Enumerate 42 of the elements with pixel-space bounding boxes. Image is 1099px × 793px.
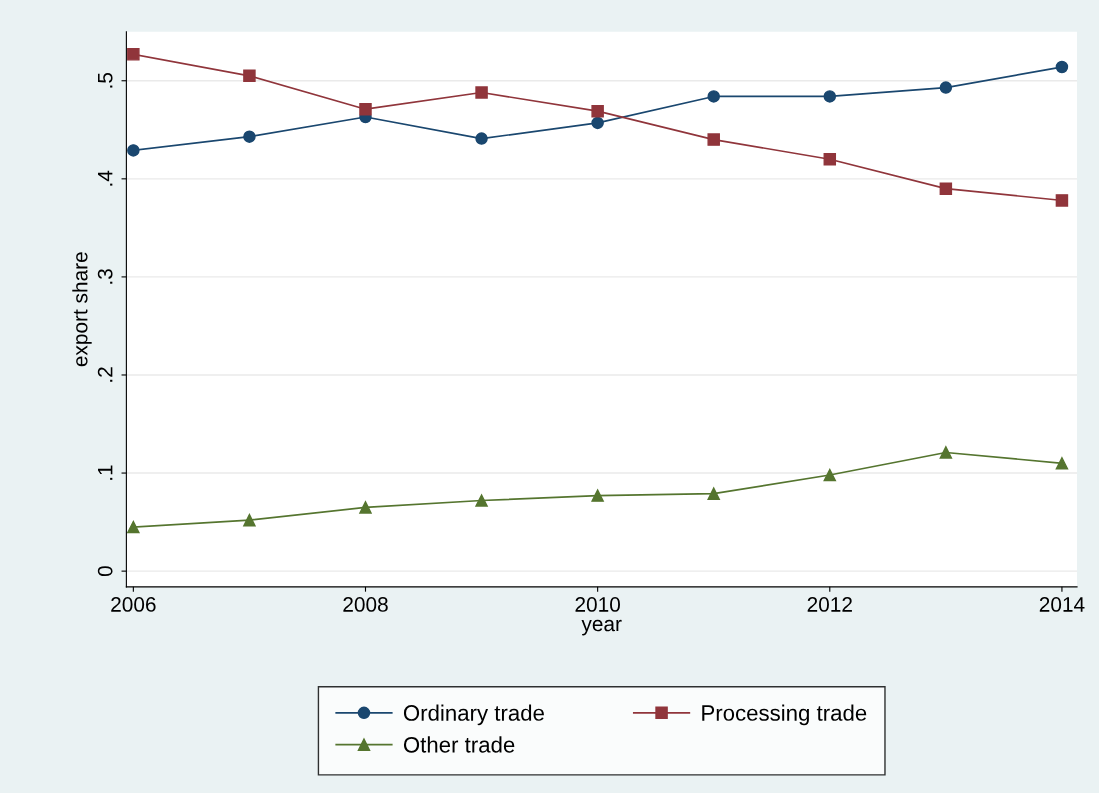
point xyxy=(475,86,488,99)
x-tick-label: 2006 xyxy=(111,597,156,612)
point xyxy=(1055,194,1069,207)
legend-label: Other trade xyxy=(403,736,515,753)
point xyxy=(243,130,256,143)
legend-label: Processing trade xyxy=(702,704,867,726)
y-tick-label: .4 xyxy=(98,170,113,186)
y-tick-label: .2 xyxy=(97,367,113,382)
point xyxy=(591,116,604,130)
point xyxy=(591,104,604,118)
point xyxy=(823,90,837,103)
point xyxy=(939,446,953,459)
point xyxy=(475,132,488,145)
point xyxy=(707,487,720,500)
point xyxy=(243,69,256,83)
point xyxy=(475,494,488,507)
point xyxy=(939,182,953,195)
point xyxy=(707,90,720,103)
point xyxy=(823,152,837,166)
y-tick-label: .5 xyxy=(98,72,113,88)
legend-label: Ordinary trade xyxy=(403,704,544,726)
point xyxy=(127,520,140,534)
x-axis-title: year xyxy=(581,619,622,636)
point xyxy=(939,81,953,94)
point xyxy=(707,133,720,146)
y-tick-label: .1 xyxy=(98,465,113,480)
y-tick-label: 0 xyxy=(97,566,113,577)
y-tick-label: .3 xyxy=(97,269,113,284)
x-tick-label: 2010 xyxy=(575,597,620,612)
point xyxy=(127,144,140,157)
y-axis-title: export share xyxy=(72,252,92,367)
x-tick-label: 2014 xyxy=(1039,597,1085,612)
x-tick-label: 2008 xyxy=(343,597,388,612)
x-tick-label: 2012 xyxy=(807,597,852,612)
point xyxy=(127,48,140,61)
point xyxy=(823,468,837,482)
point xyxy=(359,501,372,514)
point xyxy=(591,489,604,502)
point xyxy=(1055,456,1069,470)
point xyxy=(243,513,256,527)
point xyxy=(359,102,372,116)
point xyxy=(1055,60,1069,74)
